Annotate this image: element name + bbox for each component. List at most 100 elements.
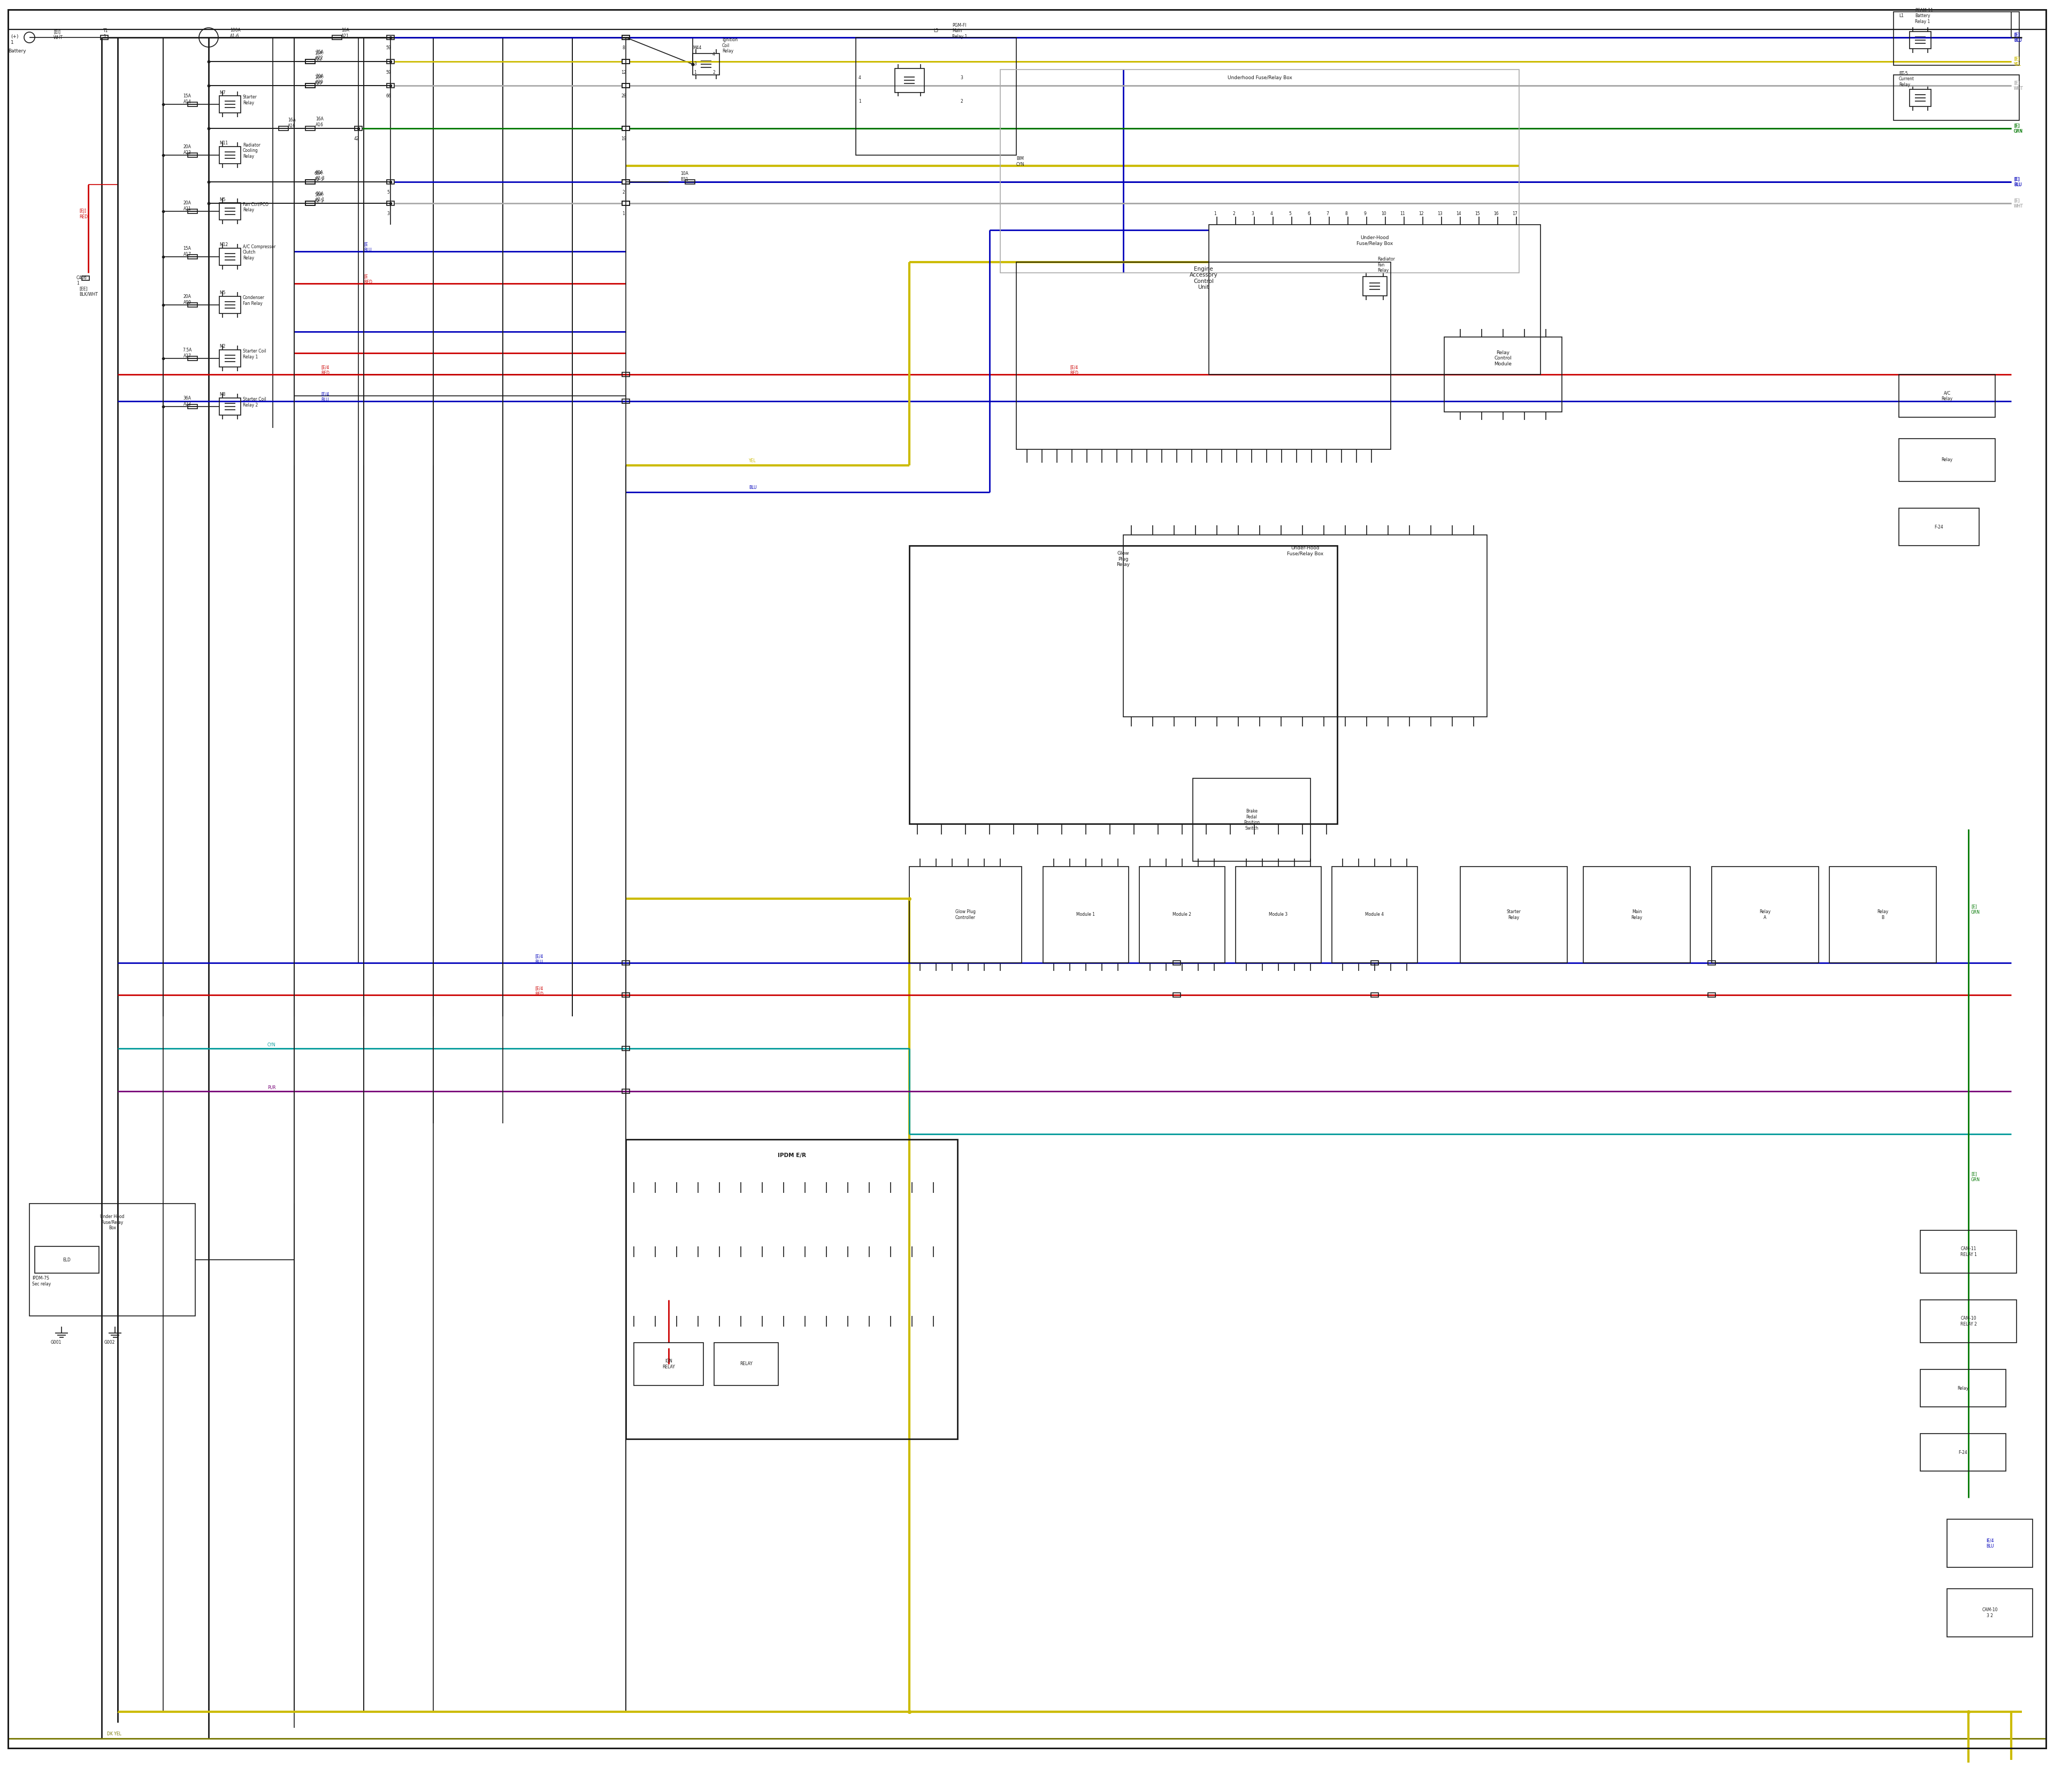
Text: 42: 42 — [353, 136, 359, 142]
Text: F-24: F-24 — [1935, 525, 1943, 529]
Text: 8: 8 — [622, 47, 624, 50]
Text: [E]
BLU: [E] BLU — [2013, 32, 2021, 43]
Text: Ignition
Coil
Relay: Ignition Coil Relay — [723, 38, 737, 54]
Text: 60A
A2-3: 60A A2-3 — [314, 172, 325, 181]
Text: 2: 2 — [961, 99, 963, 104]
Bar — [333, 36, 341, 39]
Text: 1: 1 — [76, 281, 78, 287]
Text: 12: 12 — [620, 70, 626, 75]
Bar — [220, 398, 240, 416]
Text: 15: 15 — [1475, 211, 1481, 217]
Text: 1: 1 — [10, 41, 14, 45]
Text: CAM-11
RELAY 1: CAM-11 RELAY 1 — [1960, 1247, 1976, 1256]
Text: RELAY: RELAY — [739, 1362, 752, 1367]
Bar — [1894, 75, 2019, 120]
Text: Radiator
Fan
Relay: Radiator Fan Relay — [1378, 256, 1395, 272]
Text: Module 3: Module 3 — [1269, 912, 1288, 918]
Text: 16: 16 — [1493, 211, 1499, 217]
Text: 100A
A1-6: 100A A1-6 — [230, 29, 240, 38]
Bar — [622, 179, 631, 185]
Text: Relay
A: Relay A — [1760, 910, 1771, 919]
Text: Module 1: Module 1 — [1076, 912, 1095, 918]
Bar — [910, 867, 1021, 962]
Bar — [1444, 337, 1561, 412]
Text: (+): (+) — [10, 34, 18, 39]
Text: T1
1: T1 1 — [103, 29, 109, 39]
Text: 15A
A22: 15A A22 — [314, 50, 322, 61]
Text: BIM
CYN: BIM CYN — [1017, 156, 1025, 167]
Bar — [1920, 1231, 2017, 1272]
Text: 1: 1 — [694, 70, 696, 75]
Text: Radiator
Cooling
Relay: Radiator Cooling Relay — [242, 143, 261, 159]
Bar — [220, 147, 240, 163]
Bar — [1124, 536, 1487, 717]
Text: Condenser
Fan Relay: Condenser Fan Relay — [242, 296, 265, 306]
Text: YEL: YEL — [750, 459, 756, 464]
Text: DK YEL: DK YEL — [107, 1731, 121, 1736]
Bar — [622, 84, 631, 88]
Text: Relay: Relay — [1957, 1385, 1968, 1391]
Text: [EE]
BLK/WHT: [EE] BLK/WHT — [80, 287, 99, 297]
Text: Under-Hood
Fuse/Relay Box: Under-Hood Fuse/Relay Box — [1356, 235, 1393, 246]
Bar — [386, 84, 394, 88]
Text: IGN
RELAY: IGN RELAY — [661, 1358, 676, 1369]
Bar — [1947, 1520, 2033, 1568]
Bar — [857, 38, 1017, 156]
Text: [E]
BLU: [E] BLU — [2013, 32, 2021, 43]
Bar — [1017, 262, 1391, 450]
Bar — [1370, 993, 1378, 996]
Text: 2: 2 — [713, 70, 715, 75]
Bar — [622, 36, 631, 39]
Text: 17: 17 — [1512, 211, 1518, 217]
Text: [E]
GRN: [E] GRN — [1972, 1172, 1980, 1183]
Text: Module 2: Module 2 — [1173, 912, 1191, 918]
Text: 66: 66 — [386, 93, 390, 99]
Text: 20A
A99: 20A A99 — [183, 294, 191, 305]
Text: [EJ]
RED: [EJ] RED — [80, 210, 88, 219]
Text: [E]
GRN: [E] GRN — [2013, 124, 2023, 134]
Text: [E
RED: [E RED — [364, 274, 372, 285]
Text: Starter Coil
Relay 2: Starter Coil Relay 2 — [242, 398, 267, 407]
Text: [E]
GRN: [E] GRN — [2013, 124, 2023, 134]
Text: 13: 13 — [1438, 211, 1442, 217]
Text: M8: M8 — [220, 392, 226, 398]
Text: 5: 5 — [386, 190, 390, 195]
Bar — [692, 54, 719, 75]
Text: Fan Ctrl/PCO
Relay: Fan Ctrl/PCO Relay — [242, 202, 269, 211]
Text: Relay: Relay — [1941, 457, 1953, 462]
Bar — [306, 84, 314, 88]
Text: 14: 14 — [1456, 211, 1460, 217]
Bar — [1910, 32, 1931, 48]
Bar — [386, 36, 394, 39]
Text: M12: M12 — [220, 242, 228, 247]
Text: 1: 1 — [859, 99, 861, 104]
Text: 10A
B31: 10A B31 — [680, 172, 688, 181]
Bar — [386, 201, 394, 206]
Bar — [101, 36, 109, 39]
Bar — [622, 201, 631, 206]
Bar — [35, 1247, 99, 1272]
Text: 15A
A22: 15A A22 — [316, 50, 325, 61]
Text: Under Hood
Fuse/Relay
Box: Under Hood Fuse/Relay Box — [101, 1215, 125, 1231]
Text: [EI]
WHT: [EI] WHT — [53, 30, 64, 39]
Text: 7.5A
A27: 7.5A A27 — [183, 348, 191, 358]
Bar — [220, 202, 240, 220]
Bar — [29, 1204, 195, 1315]
Bar — [220, 349, 240, 367]
Bar — [220, 296, 240, 314]
Text: PUR: PUR — [267, 1086, 275, 1090]
Text: 59: 59 — [386, 70, 390, 75]
Text: Glow
Plug
Relay: Glow Plug Relay — [1117, 550, 1130, 566]
Text: Starter Coil
Relay 1: Starter Coil Relay 1 — [242, 349, 267, 360]
Text: 8: 8 — [1345, 211, 1347, 217]
Text: CYN: CYN — [267, 1043, 275, 1047]
Text: Brake
Pedal
Position
Switch: Brake Pedal Position Switch — [1243, 808, 1259, 830]
Bar — [622, 993, 631, 996]
Bar — [187, 303, 197, 306]
Bar — [910, 545, 1337, 824]
Text: [E]
BLU: [E] BLU — [2013, 177, 2021, 186]
Text: IPDM-7S
Sec relay: IPDM-7S Sec relay — [33, 1276, 51, 1287]
Text: Engine
Accessory
Control
Unit: Engine Accessory Control Unit — [1189, 267, 1218, 290]
Text: L5: L5 — [935, 29, 939, 34]
Bar — [622, 125, 631, 131]
